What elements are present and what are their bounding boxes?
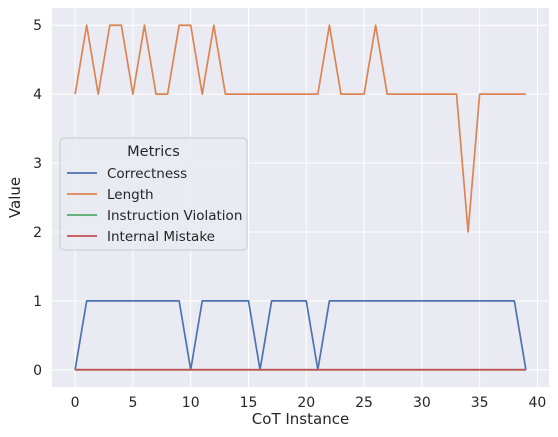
- x-tick-label: 25: [355, 395, 373, 411]
- y-tick-label: 1: [33, 294, 42, 310]
- y-tick-label: 5: [33, 18, 42, 34]
- y-tick-label: 4: [33, 87, 42, 103]
- x-tick-label: 20: [297, 395, 315, 411]
- legend-label-internal-mistake: Internal Mistake: [107, 229, 215, 245]
- legend-title: Metrics: [127, 144, 180, 160]
- y-axis-label: Value: [6, 177, 24, 218]
- legend-items: Correctness Length Instruction Violation In…: [67, 166, 242, 245]
- x-tick-label: 30: [413, 395, 431, 411]
- x-tick-label: 35: [471, 395, 489, 411]
- y-tick-label: 3: [33, 156, 42, 172]
- y-axis-ticks: 0 1 2 3 4 5: [33, 18, 42, 379]
- x-tick-label: 5: [128, 395, 137, 411]
- legend-label-correctness: Correctness: [107, 166, 187, 182]
- series-line-length: [74, 24, 526, 233]
- y-tick-label: 2: [33, 225, 42, 241]
- y-tick-label: 0: [33, 363, 42, 379]
- series-line-correctness: [74, 300, 527, 371]
- legend-label-instruction-violation: Instruction Violation: [107, 208, 242, 224]
- x-tick-label: 0: [71, 395, 80, 411]
- x-tick-label: 15: [240, 395, 258, 411]
- x-axis-label: CoT Instance: [252, 410, 349, 428]
- legend-label-length: Length: [107, 187, 154, 203]
- legend-box: [59, 137, 248, 251]
- x-tick-label: 10: [182, 395, 200, 411]
- series-lines: [74, 24, 527, 371]
- x-axis-ticks: 0 5 10 15 20 25 30 35 40: [71, 395, 547, 411]
- x-tick-label: 40: [529, 395, 547, 411]
- legend: Metrics Correctness Length Instruction Vio…: [59, 137, 248, 251]
